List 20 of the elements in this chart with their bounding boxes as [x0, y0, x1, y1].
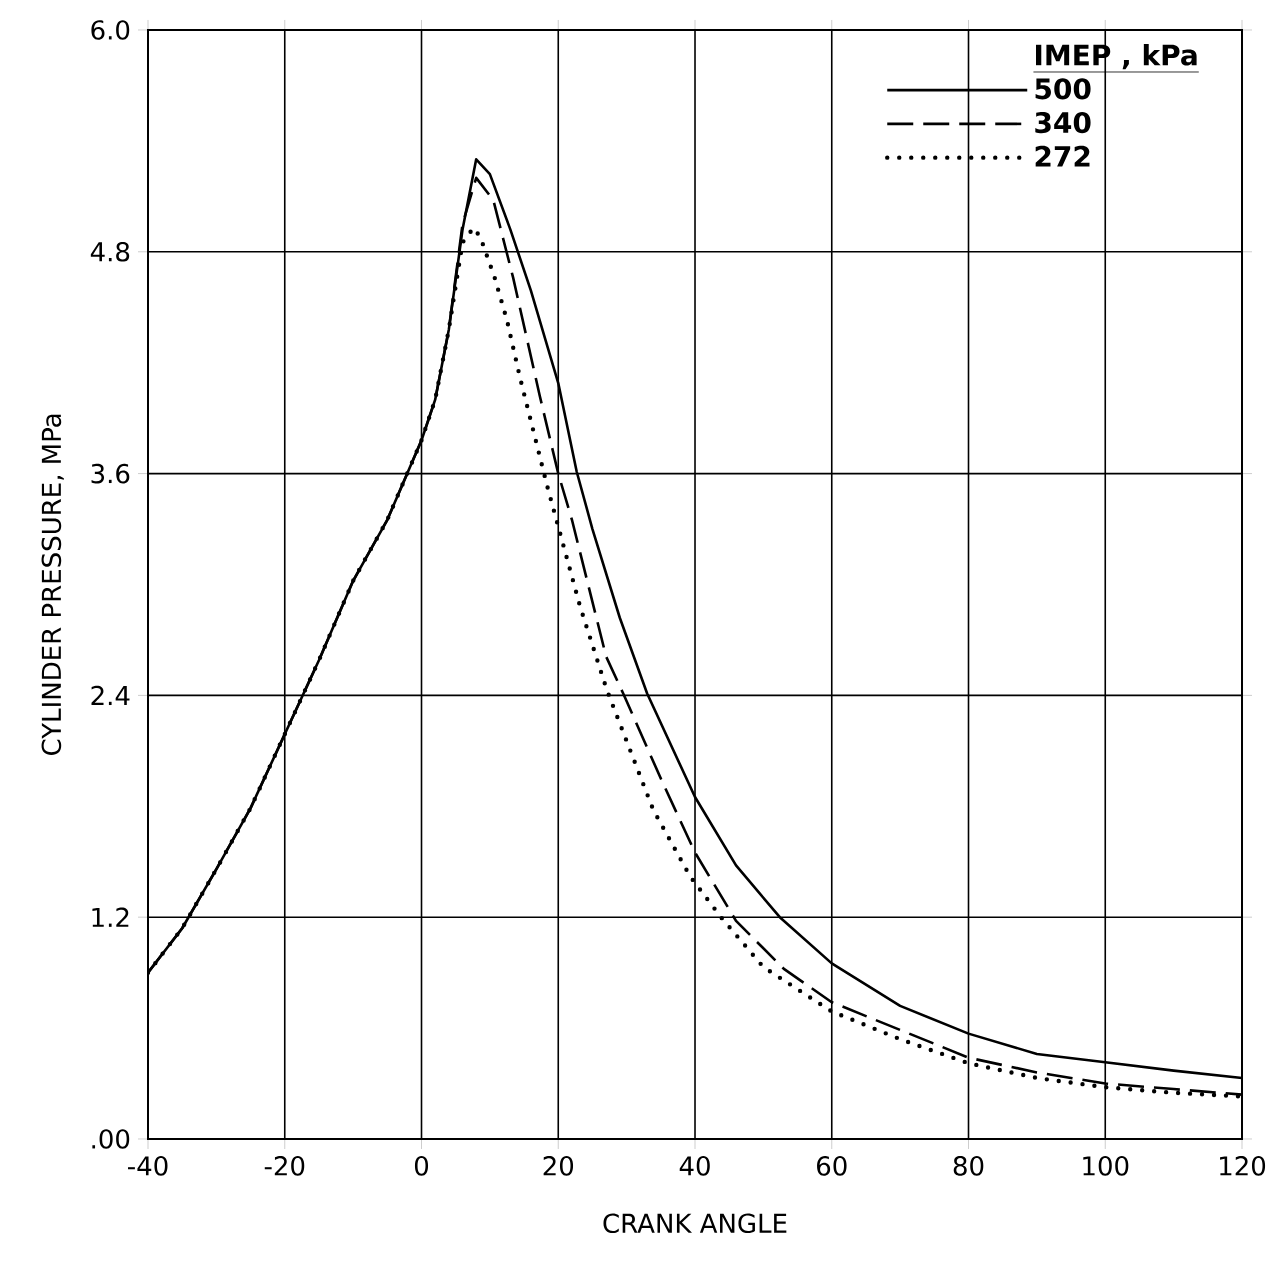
- x-tick-label: 40: [679, 1156, 710, 1176]
- x-tick-label: 20: [543, 1156, 574, 1176]
- x-tick-label: -20: [264, 1156, 305, 1176]
- legend-label: 272: [1035, 145, 1090, 167]
- x-tick-label: 120: [1220, 1156, 1266, 1176]
- y-tick-label: .00: [92, 1129, 130, 1149]
- legend-label: 340: [1035, 111, 1091, 134]
- x-tick-label: 60: [817, 1156, 847, 1176]
- x-axis-title: CRANK ANGLE: [603, 1213, 787, 1234]
- x-tick-label: 0: [414, 1156, 429, 1176]
- y-tick-label: 6.0: [91, 20, 130, 40]
- y-tick-label: 4.8: [90, 241, 130, 262]
- x-tick-label: -40: [128, 1156, 168, 1176]
- x-tick-label: 100: [1083, 1156, 1129, 1176]
- legend-label: 500: [1035, 78, 1091, 100]
- x-tick-label: 80: [953, 1156, 984, 1176]
- y-tick-label: 1.2: [92, 907, 129, 927]
- y-tick-label: 3.6: [91, 463, 130, 484]
- y-tick-label: 2.4: [91, 685, 130, 706]
- y-axis-title: CYLINDER PRESSURE, MPa: [41, 414, 64, 756]
